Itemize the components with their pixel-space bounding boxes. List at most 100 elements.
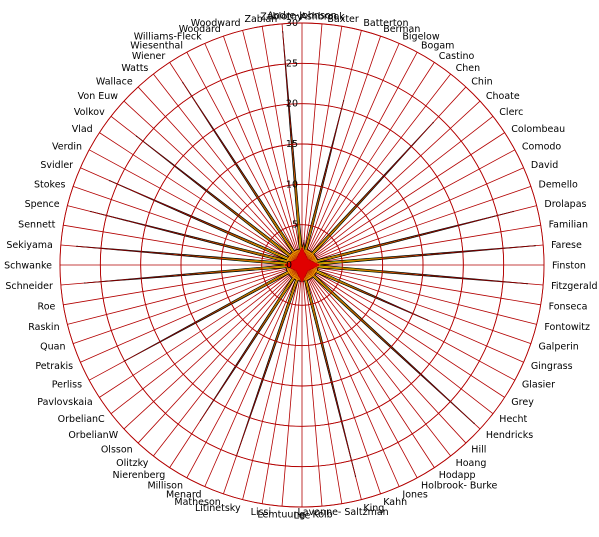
category-label: Schneider [5,281,53,292]
category-label: Wallace [96,77,133,88]
category-label: Verdin [52,142,82,153]
center-marker [283,246,321,284]
category-label: Batterton [363,18,408,29]
category-label: Hecht [499,414,527,425]
category-label: Comodo [522,142,562,153]
category-label: Clerc [499,107,523,118]
category-label: Wiesenthal [130,41,183,52]
spoke-overlay-line [200,264,303,421]
category-label: Ashbrook [300,11,345,22]
category-label: Quan [40,342,65,353]
category-label: Hill [471,444,486,455]
category-label: Olitzky [116,458,149,469]
category-label: Roe [38,302,56,313]
tick-label: 25 [286,58,298,69]
category-label: Kolb [312,510,332,521]
category-label: Stokes [34,179,66,190]
category-label: Zablotny [260,11,303,22]
category-label: Volkov [74,107,105,118]
category-label: Matheson [174,497,220,508]
category-label: Holbrook- Burke [421,480,498,491]
ring-overlay [180,143,424,387]
category-label: Nierenberg [112,470,165,481]
category-label: Colombeau [511,124,565,135]
category-label: Schwanke [4,261,52,272]
spoke-overlay-line [84,264,303,284]
category-label: Andre-Johnson [267,11,337,22]
tick-label: 15 [286,139,298,150]
spoke-overlay-line [301,100,344,266]
category-label: Wiener [132,51,166,62]
category-label: Glasier [522,380,555,391]
category-label: Olsson [101,444,133,455]
tick-label: 20 [286,99,298,110]
category-label: Sekiyama [6,240,53,251]
category-label: Svidler [40,160,73,171]
category-label: Baxter [327,14,359,25]
tick-labels: 0 5 10 15 20 25 30 [286,18,298,271]
category-label: Watts [121,63,148,74]
spoke-overlay-line [136,135,303,266]
category-label: Finston [552,261,586,272]
tick-label: 10 [286,179,298,190]
category-label: Chin [471,77,492,88]
category-label: OrbelianC [58,414,105,425]
category-label: Raskin [28,322,59,333]
category-label: Jones [401,489,427,500]
category-label: Castino [439,51,475,62]
category-label: Williams-Fleck [134,32,202,43]
ring-overlay [220,183,384,347]
center-star [283,246,321,284]
category-label: Sennett [18,219,55,230]
category-label: Galperin [539,342,579,353]
tick-label: 0 [286,260,292,271]
tick-label: 5 [292,220,298,231]
category-label: Lemtuung [257,510,305,521]
spoke-overlay-line [301,245,536,266]
category-label: Litinetsky [195,503,241,514]
ring-overlay [261,224,343,306]
category-label: Woodward [191,18,241,29]
category-label: Millison [147,480,183,491]
category-label: Lee [294,511,311,522]
category-label: Choate [486,91,520,102]
category-label: Demello [539,179,579,190]
category-label: Hoang [456,458,487,469]
spoke-overlay-line [301,264,356,477]
category-label: Petrakis [35,361,73,372]
category-label: Lissi [251,507,271,518]
category-label: King [363,503,384,514]
category-label: Spence [25,199,60,210]
category-label: Pavlovskaia [37,397,92,408]
category-label: Lavonne- Saltzman [298,507,389,518]
spoke-overlay-line [236,264,303,456]
spoke-overlay-line [124,264,303,362]
category-label: Chen [456,63,481,74]
category-label: Fonseca [549,302,588,313]
spoke-overlay-line [301,264,428,321]
spoke-overlay-line [301,264,475,424]
spoke-overlay-line [282,31,303,266]
category-label: Hendricks [486,430,533,441]
category-label: Zabian [244,14,277,25]
category-label: Kahn [383,497,407,508]
category-label: Menard [166,489,202,500]
spoke-overlay-line [109,180,303,266]
category-label: Woodard [179,24,221,35]
ring-overlay [59,22,545,508]
tick-label: 30 [286,18,298,29]
category-label: Perliss [52,380,82,391]
category-label: Bigelow [402,32,439,43]
category-label: Fontowitz [544,322,590,333]
category-label: Gingrass [531,361,573,372]
spoke-overlay-line [76,246,303,266]
spoke-overlay-line [301,211,514,266]
category-label: Drolapas [544,199,586,210]
spoke-overlay-line [90,211,303,266]
category-label: Familian [549,219,588,230]
category-label: OrbelianW [68,430,118,441]
category-label: Berman [383,24,420,35]
